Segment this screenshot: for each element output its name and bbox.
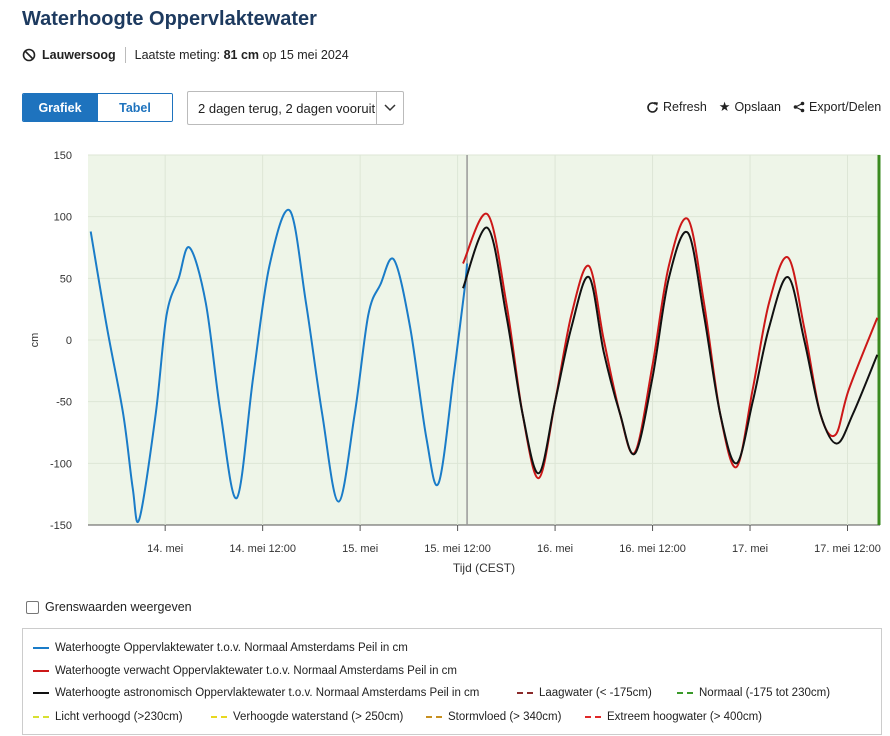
y-axis-ticks: 150 100 50 0 -50 -100 -150 <box>50 150 72 532</box>
x-axis-ticks: 14. mei 14. mei 12:00 15. mei 15. mei 12:00… <box>147 525 881 555</box>
legend-item-astro[interactable]: Waterhoogte astronomisch Oppervlaktewate… <box>33 687 479 699</box>
legend-item-stormvloed[interactable]: Stormvloed (> 340cm) <box>426 711 561 723</box>
grenswaarden-label: Grenswaarden weergeven <box>45 600 192 614</box>
save-button[interactable]: ★ Opslaan <box>719 99 781 115</box>
legend-item-extreem[interactable]: Extreem hoogwater (> 400cm) <box>585 711 762 723</box>
y-tick-label: -100 <box>50 458 72 470</box>
legend-swatch <box>517 692 533 694</box>
station-meta: Lauwersoog Laatste meting: 81 cm op 15 m… <box>22 47 349 63</box>
legend-swatch <box>211 716 227 718</box>
y-tick-label: -150 <box>50 520 72 532</box>
y-tick-label: 150 <box>54 150 72 162</box>
meting-label: Laatste meting: <box>134 48 221 62</box>
x-tick-label: 16. mei <box>537 543 573 555</box>
legend-item-licht[interactable]: Licht verhoogd (>230cm) <box>33 711 183 723</box>
x-tick-label: 17. mei <box>732 543 768 555</box>
legend-swatch <box>585 716 601 718</box>
range-select-value: 2 dagen terug, 2 dagen vooruit <box>198 100 376 116</box>
legend-label: Waterhoogte Oppervlaktewater t.o.v. Norm… <box>55 642 408 654</box>
save-label: Opslaan <box>734 100 781 114</box>
legend-swatch <box>677 692 693 694</box>
x-axis-label: Tijd (CEST) <box>453 561 515 575</box>
legend-item-verhoogd[interactable]: Verhoogde waterstand (> 250cm) <box>211 711 403 723</box>
share-icon <box>793 101 805 113</box>
legend-item-measured[interactable]: Waterhoogte Oppervlaktewater t.o.v. Norm… <box>33 642 408 654</box>
tab-grafiek[interactable]: Grafiek <box>23 94 97 121</box>
legend-swatch <box>426 716 442 718</box>
series-astro-line <box>462 226 879 475</box>
legend-label: Verhoogde waterstand (> 250cm) <box>233 711 404 723</box>
location-name: Lauwersoog <box>42 48 116 62</box>
legend-label: Stormvloed (> 340cm) <box>448 711 562 723</box>
chart-legend: Waterhoogte Oppervlaktewater t.o.v. Norm… <box>22 628 882 735</box>
range-select[interactable]: 2 dagen terug, 2 dagen vooruit <box>187 91 404 125</box>
location-icon <box>22 48 36 62</box>
legend-item-normaal[interactable]: Normaal (-175 tot 230cm) <box>677 687 830 699</box>
grenswaarden-toggle[interactable]: Grenswaarden weergeven <box>26 600 192 614</box>
legend-label: Normaal (-175 tot 230cm) <box>699 687 831 699</box>
series-lines <box>89 208 879 523</box>
series-forecast-line <box>462 212 879 480</box>
y-tick-label: 50 <box>60 273 72 285</box>
meting-date: op 15 mei 2024 <box>262 48 349 62</box>
grid <box>88 154 880 526</box>
x-tick-label: 14. mei 12:00 <box>229 543 296 555</box>
star-icon: ★ <box>718 99 731 114</box>
legend-label: Waterhoogte astronomisch Oppervlaktewate… <box>55 687 480 699</box>
legend-item-forecast[interactable]: Waterhoogte verwacht Oppervlaktewater t.… <box>33 665 457 677</box>
legend-swatch <box>33 647 49 649</box>
legend-swatch <box>33 692 49 694</box>
y-tick-label: 0 <box>66 335 72 347</box>
x-tick-label: 14. mei <box>147 543 183 555</box>
y-tick-label: 100 <box>54 212 72 224</box>
series-measured-line <box>89 208 469 523</box>
refresh-button[interactable]: Refresh <box>646 99 707 115</box>
export-button[interactable]: Export/Delen <box>793 99 881 115</box>
y-axis-label: cm <box>29 333 41 348</box>
grenswaarden-checkbox[interactable] <box>26 600 39 614</box>
legend-swatch <box>33 716 49 718</box>
x-tick-label: 16. mei 12:00 <box>619 543 686 555</box>
export-label: Export/Delen <box>809 100 882 114</box>
legend-label: Waterhoogte verwacht Oppervlaktewater t.… <box>55 665 458 677</box>
chevron-down-icon[interactable] <box>376 92 403 124</box>
legend-swatch <box>33 670 49 672</box>
refresh-icon <box>647 101 658 113</box>
water-level-chart: 150 100 50 0 -50 -100 -150 14. mei 14. mei 12:0… <box>29 150 881 575</box>
x-tick-label: 17. mei 12:00 <box>814 543 881 555</box>
view-toggle: Grafiek Tabel <box>22 93 173 122</box>
y-tick-label: -50 <box>56 397 72 409</box>
page-title: Waterhoogte Oppervlaktewater <box>22 8 317 30</box>
meta-divider <box>124 47 126 63</box>
chart-actions: Refresh ★ Opslaan Export/Delen <box>646 99 881 115</box>
tab-tabel[interactable]: Tabel <box>97 94 172 121</box>
legend-label: Licht verhoogd (>230cm) <box>55 711 183 723</box>
legend-label: Laagwater (< -175cm) <box>539 687 652 699</box>
legend-label: Extreem hoogwater (> 400cm) <box>607 711 762 723</box>
legend-item-laagwater[interactable]: Laagwater (< -175cm) <box>517 687 652 699</box>
x-tick-label: 15. mei <box>342 543 378 555</box>
meting-value: 81 cm <box>223 48 260 62</box>
x-tick-label: 15. mei 12:00 <box>424 543 491 555</box>
refresh-label: Refresh <box>663 100 707 114</box>
